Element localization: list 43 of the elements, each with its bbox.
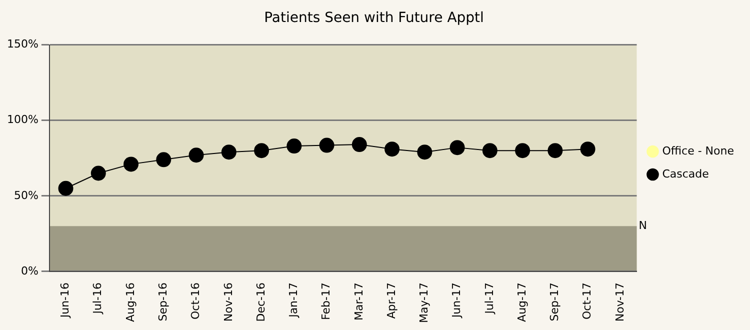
point [124,156,139,172]
x-tick-label: Oct-17 [580,282,594,320]
point [156,152,172,168]
point [221,144,236,160]
x-tick-label: Aug-16 [124,282,137,322]
point [188,148,204,163]
point [352,137,367,152]
chart-title: Patients Seen with Future Apptl [264,10,484,26]
x-tick-label: Jan-17 [287,282,300,318]
point [254,143,270,158]
x-tick-label: Oct-16 [189,282,202,320]
x-tick-label: Sep-17 [548,282,562,322]
x-tick-label: Jul-16 [91,282,104,315]
point [58,180,74,196]
y-tick-label: 150% [6,38,38,51]
band-label: N [638,219,647,232]
x-tick-label: Mar-17 [352,282,366,321]
legend-label: Cascade [662,167,710,180]
y-tick-label: 0% [20,264,38,278]
x-tick-label: Apr-17 [384,282,398,319]
x-tick-label: Jul-17 [482,282,496,315]
point [384,142,400,157]
y-tick-label: 100% [6,113,38,126]
y-tick-label: 50% [14,188,38,202]
x-tick-label: Jun-17 [450,282,464,319]
x-tick-label: Nov-16 [222,282,235,322]
point [286,138,302,154]
point [548,143,563,158]
point [319,138,334,153]
x-tick-label: Sep-16 [156,282,170,322]
point [450,140,465,156]
point [482,143,498,158]
legend-label: Office - None [662,144,734,158]
x-tick-label: Jun-16 [58,282,72,319]
x-tick-label: Aug-17 [515,282,528,322]
x-tick-label: Dec-16 [254,282,268,322]
x-tick-label: Feb-17 [320,282,333,320]
x-tick-label: May-17 [418,282,431,323]
x-tick-label: Nov-17 [613,282,626,322]
point [417,144,432,160]
point [515,143,530,158]
point [580,142,596,157]
point [90,166,106,181]
